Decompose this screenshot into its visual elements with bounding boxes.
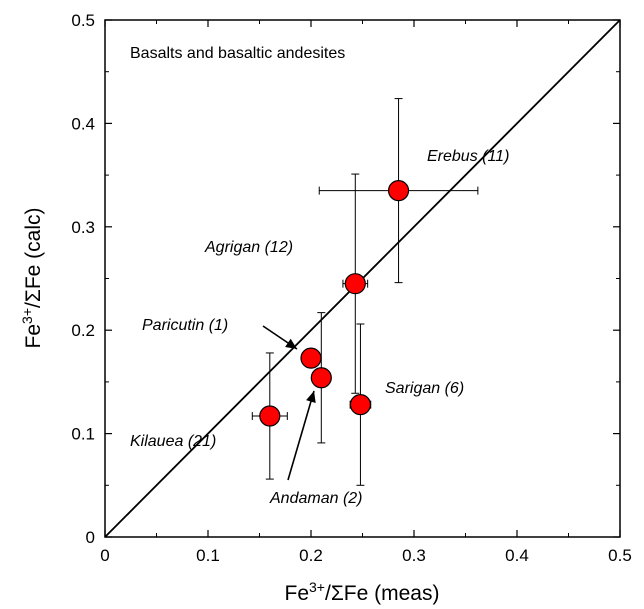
plot-annotation: Basalts and basaltic andesites [130, 45, 345, 62]
arrow-head [285, 338, 297, 349]
y-tick-label: 0.1 [71, 425, 95, 444]
y-tick-label: 0 [86, 528, 95, 547]
x-axis-title: Fe3+/ΣFe (meas) [285, 579, 440, 605]
point-label: Sarigan (6) [385, 380, 464, 397]
point-label: Andaman (2) [269, 490, 363, 507]
y-tick-label: 0.5 [71, 11, 95, 30]
data-point [259, 405, 281, 427]
data-point [300, 347, 322, 369]
x-tick-label: 0.2 [299, 546, 323, 565]
label-arrows [262, 325, 316, 481]
y-tick-label: 0.2 [71, 321, 95, 340]
point-label: Agrigan (12) [204, 239, 293, 256]
x-tick-label: 0.3 [402, 546, 426, 565]
data-point [344, 273, 366, 295]
point-label: Paricutin (1) [142, 317, 228, 334]
x-tick-label: 0.4 [505, 546, 529, 565]
point-labels: Kilauea (21) Paricutin (1) Andaman (2) Sari… [130, 148, 509, 507]
arrow-head [306, 391, 316, 403]
x-tick-label: 0 [100, 546, 109, 565]
axis-ticks: 0 0.1 0.2 0.3 0.4 0.5 0 0.1 0.2 0.3 0.4 0.5 [71, 11, 631, 565]
data-points [259, 180, 410, 427]
x-tick-label: 0.5 [608, 546, 632, 565]
arrow-line [287, 390, 315, 481]
x-tick-label: 0.1 [196, 546, 220, 565]
y-tick-label: 0.4 [71, 114, 95, 133]
data-point [310, 367, 332, 389]
point-label: Erebus (11) [427, 148, 509, 165]
y-axis-title: Fe3+/ΣFe (calc) [19, 208, 45, 349]
point-label: Kilauea (21) [130, 433, 216, 450]
data-point [387, 180, 410, 202]
y-tick-label: 0.3 [71, 218, 95, 237]
data-point [349, 394, 372, 416]
